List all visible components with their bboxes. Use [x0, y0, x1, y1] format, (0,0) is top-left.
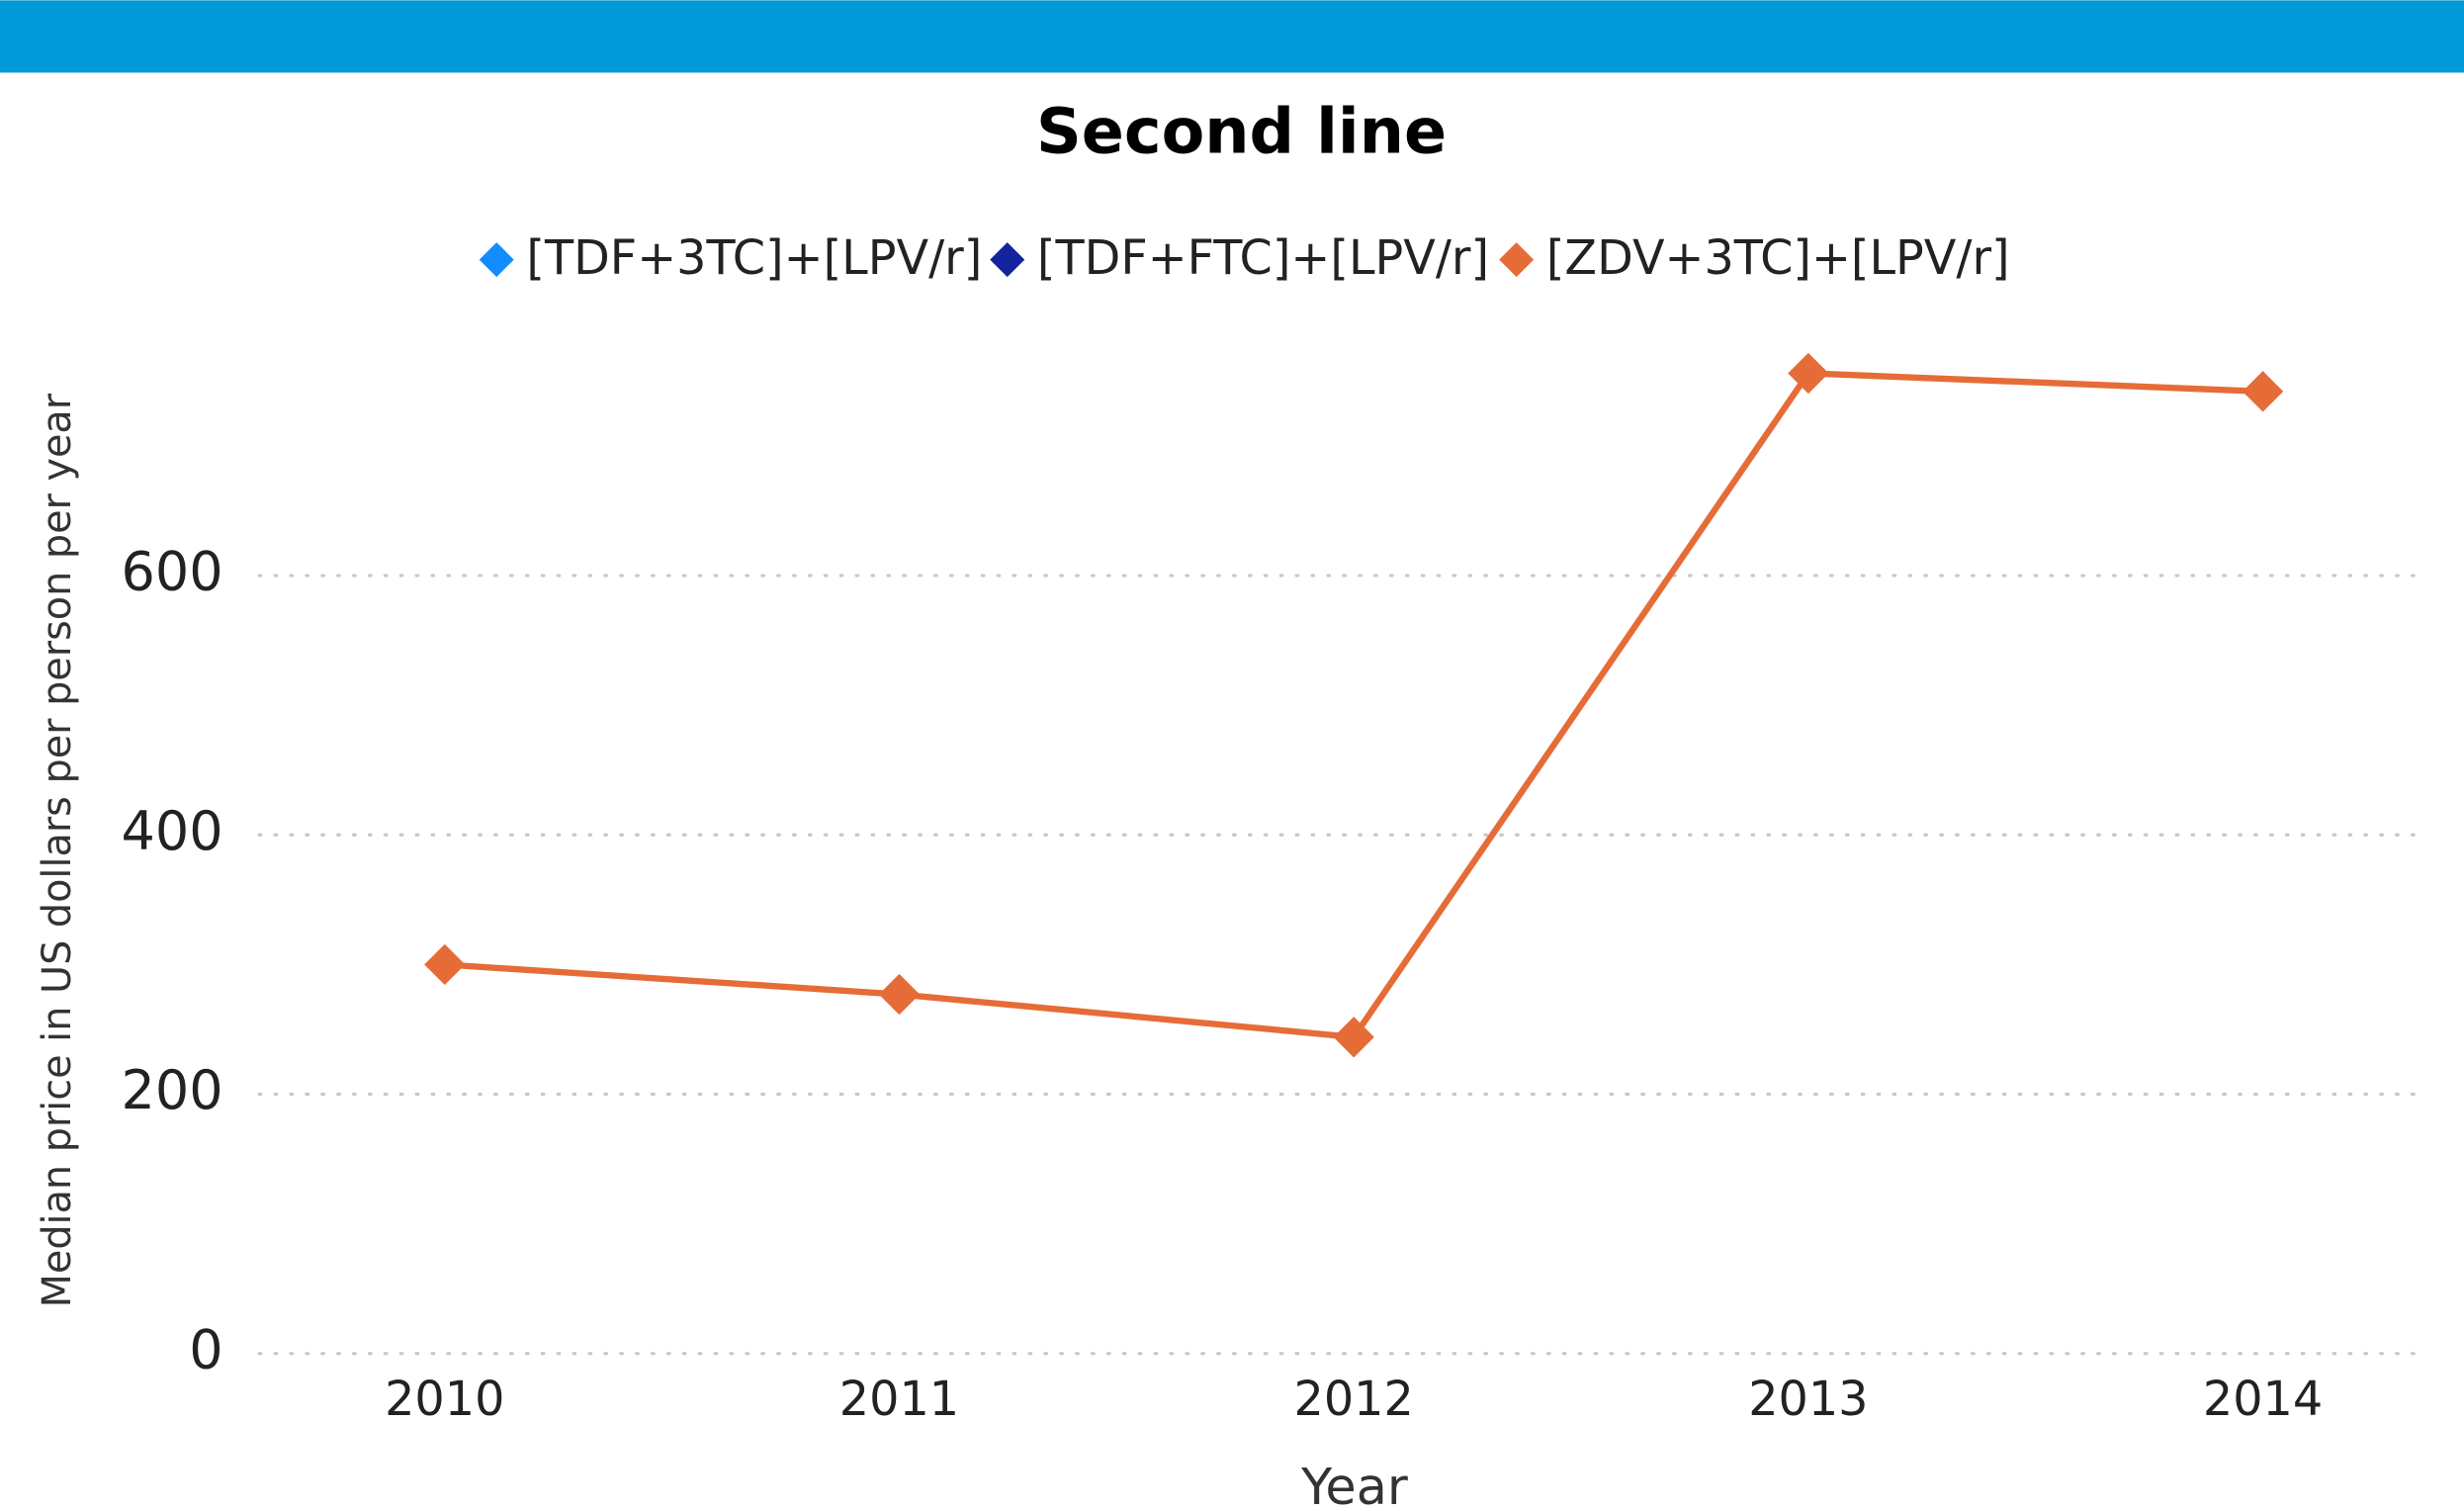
series-line: [444, 370, 2263, 1040]
y-tick-label: 600: [122, 541, 223, 603]
point-marker: [1333, 1017, 1374, 1058]
point-marker: [878, 973, 921, 1016]
point-marker: [424, 943, 466, 986]
legend-label: [TDF+FTC]+[LPV/r]: [1037, 231, 1489, 286]
legend-label: [TDF+3TC]+[LPV/r]: [526, 231, 982, 286]
chart-title: Second line: [1036, 95, 1447, 168]
legend-marker: [479, 242, 514, 278]
legend-marker: [1499, 242, 1535, 278]
legend-label: [ZDV+3TC]+[LPV/r]: [1546, 231, 2010, 286]
x-tick-label: 2011: [839, 1373, 959, 1427]
x-tick-label: 2012: [1294, 1373, 1414, 1427]
y-axis-title: Median price in US dollars per person pe…: [35, 393, 80, 1307]
y-tick-label: 200: [122, 1059, 223, 1121]
y-tick-label: 400: [122, 800, 223, 862]
x-tick-label: 2013: [1748, 1373, 1868, 1427]
legend-marker: [990, 242, 1025, 278]
x-tick-label: 2010: [385, 1373, 504, 1427]
x-tick-label: 2014: [2203, 1373, 2323, 1427]
point-marker: [1788, 352, 1829, 395]
x-axis-title: Year: [1300, 1458, 1408, 1511]
header-bar: [0, 0, 2464, 73]
point-marker: [2242, 371, 2284, 412]
y-tick-label: 0: [189, 1318, 222, 1380]
